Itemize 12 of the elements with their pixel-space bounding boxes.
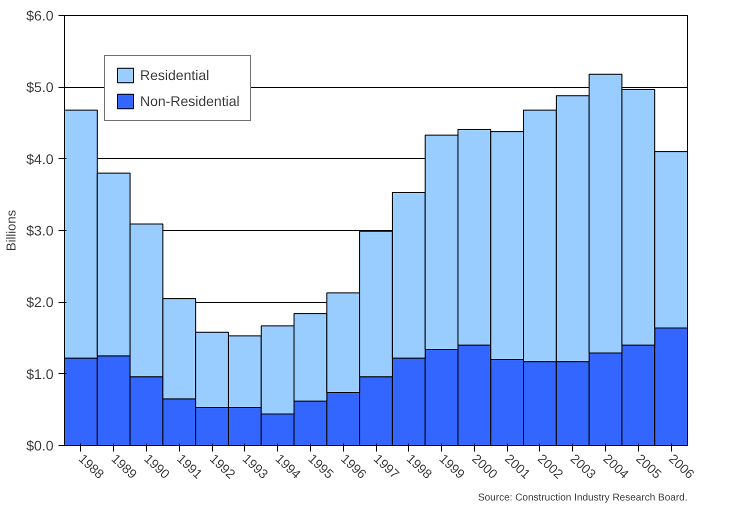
source-note: Source: Construction Industry Research Board. — [478, 492, 688, 504]
y-tick-label: $4.0 — [26, 150, 54, 167]
y-axis-title: Billions — [3, 209, 18, 252]
y-tick-label: $0.0 — [26, 438, 54, 454]
y-tick-label: $1.0 — [26, 366, 54, 382]
y-tick-label: $2.0 — [26, 294, 54, 310]
x-tick-label: 1997 — [370, 451, 402, 482]
y-tick-label: $6.0 — [26, 8, 54, 24]
y-tick-label: $3.0 — [26, 222, 54, 238]
legend-label: Non-Residential — [140, 93, 240, 109]
y-tick-label: $5.0 — [26, 79, 54, 96]
legend-label: Residential — [140, 67, 210, 83]
